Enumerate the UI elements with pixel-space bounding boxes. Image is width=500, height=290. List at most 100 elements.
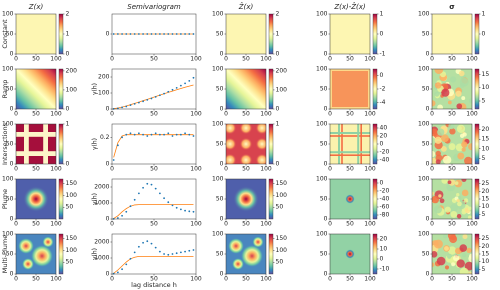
colorbar-tick-label: 0 (380, 31, 384, 38)
colorbar-tick-label: -2 (380, 86, 386, 93)
image-blob (447, 100, 452, 105)
y-tick-label: 50 (6, 196, 14, 203)
image-blob (449, 76, 457, 83)
image-blob (456, 193, 460, 197)
empirical-point (142, 186, 144, 189)
x-tick-label: 100 (190, 166, 202, 173)
image-blob (462, 253, 467, 258)
image (330, 124, 370, 164)
colorbar (372, 68, 378, 110)
y-tick-label: 0 (106, 31, 110, 38)
empirical-point (158, 250, 161, 253)
empirical-point (154, 132, 157, 135)
colorbar-tick-label: 0 (380, 141, 384, 148)
x-tick-label: 100 (50, 56, 62, 63)
empirical-point (171, 88, 174, 91)
colorbar (474, 178, 480, 220)
empirical-point (142, 100, 144, 103)
colorbar-tick-label: 1 (276, 121, 280, 128)
colorbar-tick-label: 20 (482, 126, 490, 133)
y-tick-label: 0 (10, 106, 14, 113)
empirical-point (121, 106, 123, 109)
empirical-point (121, 268, 123, 271)
heatmap-panel: -10 0 10 20 0 50 100 0 50 100 (316, 231, 389, 283)
empirical-point (129, 33, 132, 35)
colorbar-tick-label: 20 (482, 188, 490, 195)
image-area (16, 14, 56, 54)
empirical-point (146, 135, 149, 137)
y-tick-label: 100 (212, 121, 224, 128)
colorbar-tick-label: 2 (66, 11, 70, 18)
empirical-point (125, 210, 128, 213)
x-tick-label: 50 (32, 276, 40, 283)
x-tick-label: 0 (14, 111, 18, 118)
image-band (338, 124, 340, 164)
empirical-point (133, 251, 136, 254)
y-tick-label: 100 (2, 176, 14, 183)
image-blob (23, 186, 49, 212)
image-blob (226, 153, 237, 164)
colorbar-tick-label: 20 (380, 236, 388, 243)
y-tick-label: 50 (216, 86, 224, 93)
image-blob (467, 206, 472, 211)
image (16, 124, 56, 164)
colorbar-tick-label: 10 (380, 246, 388, 253)
colorbar (268, 178, 274, 220)
empirical-point (175, 133, 178, 136)
image (330, 69, 370, 109)
empirical-point (125, 263, 128, 266)
empirical-point (192, 135, 195, 137)
colorbar-tick-label: 0 (66, 106, 70, 113)
empirical-point (179, 33, 182, 35)
x-tick-label: 50 (32, 221, 40, 228)
image-blob (433, 205, 443, 214)
x-tick-label: 50 (242, 111, 250, 118)
colorbar-tick-label: 25 (482, 180, 490, 187)
colorbar-tick-label: 0 (380, 72, 384, 79)
empirical-point (179, 251, 182, 254)
colorbar (268, 68, 274, 110)
y-tick-label: 50 (422, 251, 430, 258)
image-blob (240, 244, 264, 268)
empirical-point (184, 250, 186, 253)
image-blob (432, 262, 435, 267)
panel-title: Semivariogram (127, 3, 181, 11)
empirical-point (154, 95, 157, 98)
empirical-point (158, 133, 161, 136)
empirical-point (137, 101, 140, 104)
x-tick-label: 0 (328, 56, 332, 63)
image-blob (434, 82, 442, 89)
empirical-point (175, 252, 178, 255)
image-blob (444, 206, 451, 213)
x-tick-label: 50 (346, 111, 354, 118)
image-blob (467, 215, 472, 219)
image-blob (432, 100, 436, 107)
image-blob (255, 124, 266, 135)
x-tick-label: 50 (346, 276, 354, 283)
empirical-point (137, 192, 140, 195)
colorbar-tick-label: 100 (66, 192, 78, 199)
x-tick-label: 100 (364, 111, 376, 118)
colorbar-tick-label: 100 (66, 247, 78, 254)
image-blob (239, 137, 253, 151)
colorbar-tick-label: 20 (380, 133, 388, 140)
heatmap-panel: Ẑ(x) 0 1 2 0 50 100 0 50 100 (212, 2, 279, 63)
colorbar-tick-label: 150 (66, 235, 78, 242)
x-tick-label: 0 (224, 111, 228, 118)
x-tick-label: 50 (32, 111, 40, 118)
y-tick-label: 100 (418, 66, 430, 73)
y-tick-label: 0 (426, 271, 430, 278)
image-blob (448, 143, 456, 151)
empirical-point (150, 97, 153, 100)
y-tick-label: 50 (216, 31, 224, 38)
image (16, 179, 56, 219)
image-blob (22, 258, 34, 270)
panel-title: Z(x)-Ẑ(x) (333, 2, 366, 11)
x-tick-label: 0 (224, 166, 228, 173)
colorbar (372, 178, 378, 220)
y-tick-label: 100 (212, 66, 224, 73)
empirical-point (129, 104, 132, 107)
row-label: Constant (1, 19, 9, 49)
image-blob (432, 251, 438, 258)
